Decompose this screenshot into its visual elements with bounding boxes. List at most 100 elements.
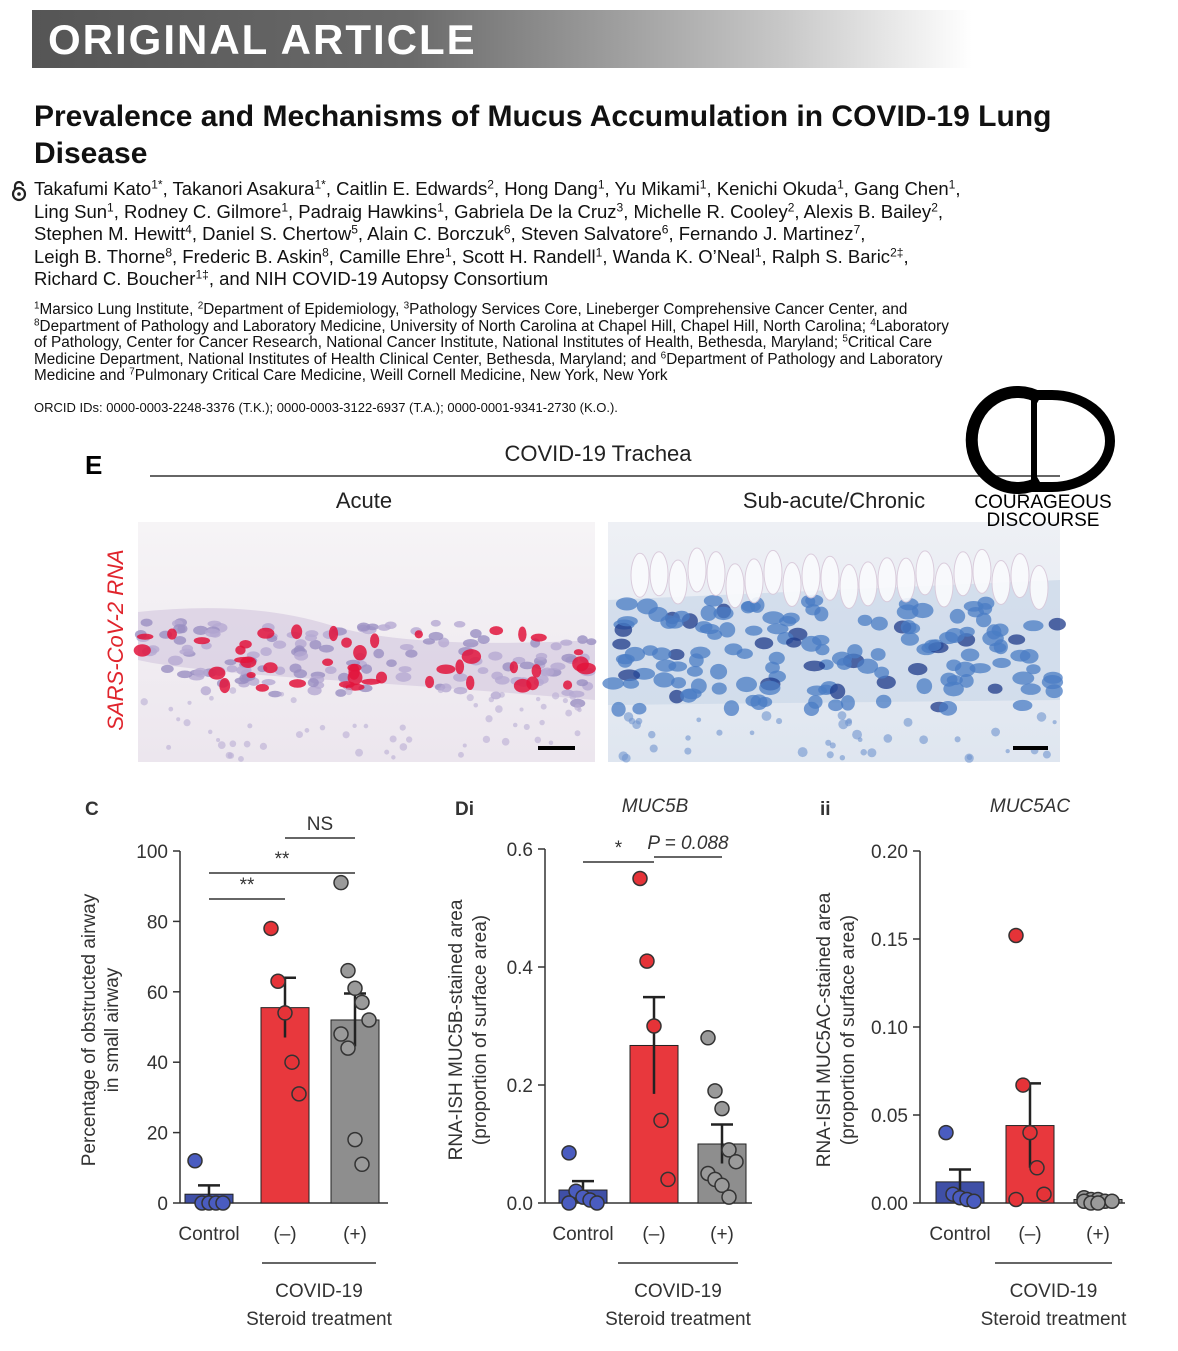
y-tick-label: 40 [147,1053,168,1074]
significance-label: * [615,838,623,859]
column-label: Sub-acute/Chronic [743,488,925,513]
cell [669,689,685,704]
stain [370,633,380,649]
cell [268,690,282,698]
text-run: , Fernando J. Martinez [668,223,854,244]
text-run: , Caitlin E. Edwards [325,178,488,199]
figure-title: COVID-19 Trachea [504,441,692,466]
cell [653,672,675,688]
goblet-cell [915,550,935,596]
data-point [187,1153,203,1169]
cell [207,620,222,627]
cell [916,678,933,695]
cell [319,644,334,653]
cell [959,626,975,637]
stain [328,625,339,642]
superscript: 1 [444,244,452,259]
cell [373,648,385,659]
significance-label: ** [240,875,255,896]
text-line: Takafumi Kato1*, Takanori Asakura1*, Cai… [34,178,961,201]
stain [436,664,456,674]
text-run: Stephen M. Hewitt [34,223,186,244]
cell [723,700,740,717]
cell [615,597,638,611]
cell [867,748,877,758]
superscript: 7 [129,366,135,378]
text-line: Medicine and 7Pulmonary Critical Care Me… [34,366,949,385]
stain [255,684,269,692]
cell [857,658,879,674]
data-point [1036,1186,1052,1202]
stain [531,664,542,678]
cell [338,672,351,683]
data-point [340,1040,356,1056]
y-tick-label: 0 [157,1194,168,1215]
cell [569,692,577,700]
superscript: 1 [281,199,289,214]
cell [294,651,309,661]
cell [229,687,237,694]
cell [826,751,834,759]
cell [713,606,734,621]
cell [466,694,474,702]
stain [361,678,381,685]
text-run: Department of Epidemiology, [203,301,404,318]
cell [386,659,397,667]
data-point [653,1112,669,1129]
cell [176,717,181,722]
cell [1048,617,1066,631]
logo-text: COURAGEOUS [974,492,1111,513]
cell [602,677,624,690]
logo-text: DISCOURSE [987,510,1100,531]
cell [226,665,238,673]
cell [405,736,413,743]
stain [489,626,504,636]
data-point [721,1142,737,1158]
cell [860,748,867,756]
cell [550,642,562,651]
text-run: , and NIH COVID-19 Autopsy Consortium [208,268,549,289]
goblet-cell [839,564,859,610]
goblet-cell [649,551,669,597]
stain [257,627,275,639]
superscript: 8 [165,244,172,259]
cell [395,672,412,682]
goblet-cell [725,563,745,609]
data-point [354,1156,370,1173]
text-run: , Padraig Hawkins [288,200,438,222]
cell [259,742,268,750]
y-tick-label: 0.15 [871,930,908,951]
stain [576,662,596,675]
text-line: 8Department of Pathology and Laboratory … [34,318,949,336]
goblet-cell [858,561,878,607]
cell [987,683,1003,694]
y-tick-label: 0.00 [871,1194,908,1215]
text-run: Pulmonary Critical Care Medicine, Weill … [134,367,668,384]
cell [279,691,285,697]
y-tick-label: 20 [147,1124,168,1145]
stain [425,675,435,689]
text-run: , [903,245,909,267]
goblet-cell [972,548,992,594]
text-run: , Camille Ehre [328,245,445,267]
cell [1045,684,1063,699]
superscript: 1 [34,300,40,312]
cell [428,631,444,641]
cell [710,663,728,680]
chart-title: MUC5AC [990,796,1071,817]
cell [501,737,510,746]
cell [624,646,646,662]
goblet-cell [744,558,764,604]
cell [847,644,863,659]
panel-label: ii [820,799,831,820]
cell [574,730,581,737]
column-label: Acute [336,488,392,513]
superscript: 1 [699,177,707,192]
cell [622,678,640,689]
cell [1008,634,1026,645]
x-tick-label: (+) [710,1224,734,1245]
cell [495,705,503,713]
cell [829,683,846,700]
text-run: of Pathology, Center for Cancer Research… [34,334,843,351]
cell [749,730,755,736]
